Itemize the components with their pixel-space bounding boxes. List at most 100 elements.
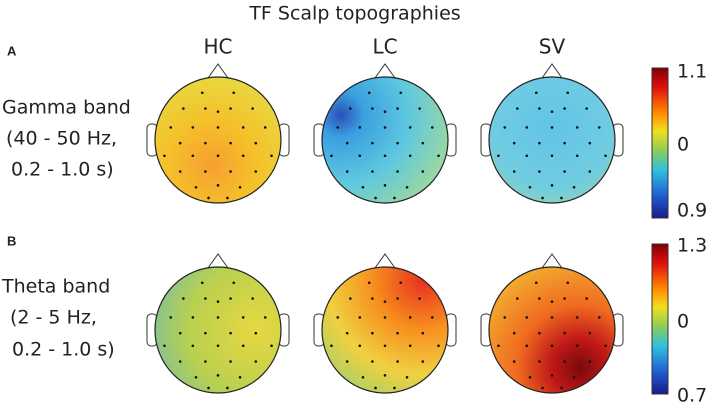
electrode — [254, 331, 258, 335]
electrode — [550, 344, 554, 348]
electrode — [405, 375, 409, 379]
electrode — [358, 344, 362, 348]
electrode — [528, 185, 532, 189]
electrode — [194, 375, 198, 379]
electrode — [358, 154, 362, 158]
electrode — [408, 154, 412, 158]
scalp-map — [154, 266, 282, 394]
electrode — [534, 281, 538, 285]
electrode — [430, 316, 434, 319]
electrode — [534, 91, 538, 95]
electrode — [191, 316, 195, 319]
nose — [374, 253, 396, 269]
electrode — [216, 316, 220, 319]
electrode — [563, 107, 566, 110]
electrode — [383, 126, 387, 129]
electrode — [169, 316, 173, 319]
electrode — [597, 126, 601, 129]
electrode — [399, 281, 403, 285]
electrode — [396, 170, 399, 173]
electrode — [336, 316, 340, 319]
electrode — [566, 91, 570, 95]
electrode — [396, 107, 399, 110]
electrode — [371, 141, 374, 145]
electrode — [374, 386, 377, 390]
nose — [541, 253, 563, 269]
scalp-map — [488, 76, 616, 204]
scalp-map — [154, 76, 282, 204]
electrode — [345, 170, 349, 173]
column-header: SV — [539, 35, 566, 59]
electrode — [585, 297, 588, 300]
electrode — [383, 344, 387, 348]
electrode — [538, 170, 541, 173]
electrode — [550, 300, 554, 303]
electrode — [367, 281, 371, 285]
electrode — [588, 141, 592, 145]
electrode — [575, 154, 579, 158]
electrode — [525, 316, 529, 319]
electrode — [330, 344, 333, 348]
electrode — [550, 126, 554, 129]
electrode — [371, 360, 374, 363]
scalp-map — [321, 266, 449, 394]
electrode — [216, 154, 220, 158]
electrode — [396, 360, 399, 363]
electrode — [178, 170, 182, 173]
electrode — [550, 316, 554, 319]
electrode — [216, 300, 220, 303]
column-header: LC — [372, 35, 397, 59]
electrode — [538, 297, 541, 300]
electrode — [204, 297, 207, 300]
electrode — [182, 297, 185, 300]
electrode — [563, 170, 566, 173]
row-label: (40 - 50 Hz, — [6, 128, 117, 150]
row-label: 0.2 - 1.0 s) — [12, 339, 115, 361]
electrode — [566, 281, 570, 285]
electrode — [497, 154, 500, 158]
electrode — [550, 374, 554, 377]
scalp-map — [488, 266, 616, 394]
electrode — [383, 300, 387, 303]
electrode — [191, 126, 195, 129]
electrode — [538, 141, 541, 145]
electrode — [525, 126, 529, 129]
electrode — [563, 141, 566, 145]
electrode — [229, 170, 232, 173]
electrode — [525, 344, 529, 348]
colorbar-label: 0.9 — [677, 200, 707, 222]
electrode — [163, 344, 166, 348]
nose — [207, 253, 229, 269]
electrode — [512, 331, 516, 335]
panel-label: B — [7, 233, 16, 248]
electrode — [516, 107, 519, 110]
electrode — [430, 126, 434, 129]
electrode — [371, 107, 374, 110]
electrode — [232, 281, 236, 285]
electrode — [229, 331, 232, 335]
electrode — [241, 154, 245, 158]
electrode — [516, 297, 519, 300]
electrode — [251, 297, 254, 300]
electrode — [512, 360, 516, 363]
electrode — [512, 141, 516, 145]
row-label: Theta band — [1, 276, 110, 298]
electrode — [254, 141, 258, 145]
electrode — [216, 110, 220, 113]
colorbar — [651, 67, 669, 219]
column-header: HC — [203, 35, 232, 59]
electrode — [393, 386, 396, 390]
electrode — [216, 184, 220, 187]
electrode — [396, 331, 399, 335]
electrode — [229, 360, 232, 363]
electrode — [408, 344, 412, 348]
electrode — [254, 170, 258, 173]
electrode — [349, 297, 352, 300]
electrode — [588, 360, 592, 363]
electrode — [421, 360, 425, 363]
electrode — [361, 375, 365, 379]
electrode — [200, 281, 204, 285]
electrode — [371, 331, 374, 335]
nose — [374, 63, 396, 79]
